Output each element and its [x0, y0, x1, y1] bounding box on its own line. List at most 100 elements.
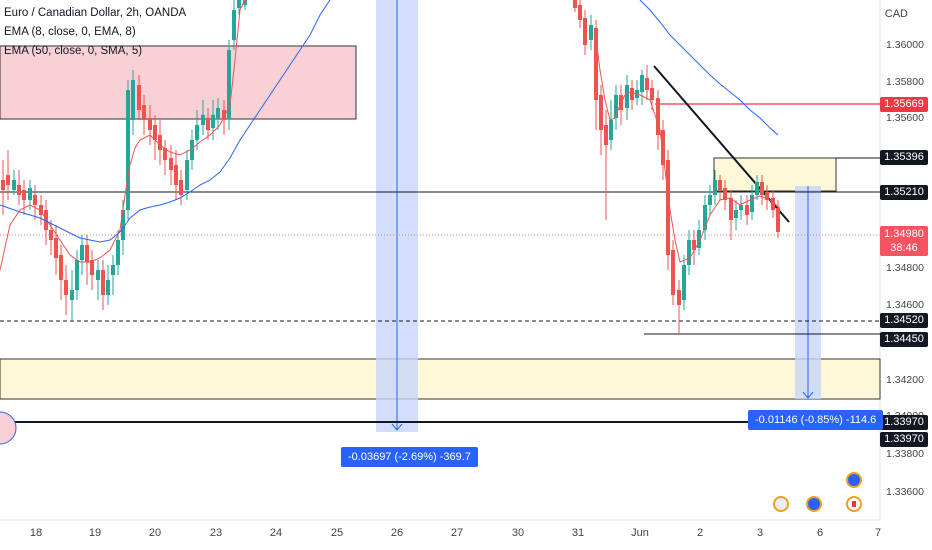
candle-body	[645, 78, 649, 90]
highlight-circle	[0, 411, 17, 445]
symbol-title[interactable]: Euro / Canadian Dollar, 2h, OANDA	[4, 7, 187, 19]
candle-body	[614, 95, 618, 118]
time-tick: 23	[209, 527, 223, 539]
resistance-box	[713, 157, 837, 192]
candle-body	[734, 210, 738, 218]
candle-body	[661, 130, 665, 165]
candle-body	[755, 182, 759, 195]
candle-body	[692, 240, 696, 250]
candle-body	[153, 125, 157, 140]
candle-body	[739, 205, 743, 210]
candle-body	[583, 18, 587, 45]
maple-leaf-mark	[852, 501, 856, 507]
candle-body	[776, 208, 780, 232]
candle-body	[106, 280, 110, 295]
candle-body	[179, 180, 183, 195]
candle-body	[6, 175, 10, 185]
candle-body	[671, 250, 675, 295]
ema-fast-line	[0, 0, 246, 271]
candle-body	[750, 195, 754, 212]
measure-right-label[interactable]: -0.01146 (-0.85%) -114.6	[748, 410, 884, 430]
time-tick: Jun	[631, 527, 649, 539]
candle-body	[211, 115, 215, 128]
candle-body	[101, 270, 105, 295]
candle-body	[44, 210, 48, 230]
candlesticks	[1, 0, 780, 335]
time-tick: 7	[874, 527, 882, 539]
time-tick: 3	[756, 527, 764, 539]
price-tick: 1.34600	[886, 299, 924, 311]
current-price-badge: 1.34980 38:46	[880, 226, 928, 256]
price-tick: 1.34800	[886, 262, 924, 274]
candle-body	[589, 25, 593, 40]
candle-body	[121, 210, 125, 240]
time-tick: 20	[148, 527, 162, 539]
candle-body	[206, 118, 210, 130]
price-tick: 1.34200	[886, 374, 924, 386]
ca-flag-icon[interactable]	[846, 496, 862, 512]
candle-body	[75, 260, 79, 290]
candle-body	[131, 80, 135, 120]
candle-body	[650, 88, 654, 100]
candle-body	[17, 185, 21, 195]
candle-body	[126, 90, 130, 210]
time-tick: 31	[571, 527, 585, 539]
price-badge-level: 1.33970	[880, 432, 928, 447]
candle-body	[12, 180, 16, 190]
candle-body	[227, 50, 231, 118]
price-tick: 1.35600	[886, 112, 924, 124]
candle-body	[169, 158, 173, 170]
time-tick: 18	[29, 527, 43, 539]
candle-body	[760, 182, 764, 195]
candle-body	[49, 230, 53, 240]
candle-body	[85, 245, 89, 262]
candle-body	[64, 280, 68, 295]
candle-body	[70, 290, 74, 300]
candle-body	[682, 265, 686, 300]
candle-body	[687, 240, 691, 265]
candle-body	[609, 120, 613, 140]
candle-body	[599, 95, 603, 130]
candle-body	[697, 230, 701, 248]
candle-body	[718, 180, 722, 190]
candle-body	[116, 240, 120, 265]
candle-body	[163, 148, 167, 160]
eu-flag-icon[interactable]	[806, 496, 822, 512]
candle-body	[703, 205, 707, 230]
candle-body	[1, 180, 5, 190]
time-tick: 25	[330, 527, 344, 539]
time-tick: 26	[390, 527, 404, 539]
candle-body	[80, 245, 84, 260]
candle-body	[142, 105, 146, 120]
candle-body	[96, 270, 100, 280]
time-tick: 27	[450, 527, 464, 539]
candle-body	[656, 98, 660, 135]
candle-body	[573, 0, 577, 8]
price-badge-level: 1.34520	[880, 313, 928, 328]
candle-body	[158, 135, 162, 150]
measure-left-label[interactable]: -0.03697 (-2.69%) -369.7	[341, 447, 478, 467]
supply-zone	[0, 45, 357, 120]
candle-body	[22, 190, 26, 200]
price-tick: 1.33600	[886, 486, 924, 498]
eu-flag-icon[interactable]	[773, 496, 789, 512]
time-tick: 24	[269, 527, 283, 539]
currency-label[interactable]: CAD	[884, 8, 908, 20]
candle-body	[765, 192, 769, 200]
candle-body	[630, 88, 634, 100]
candle-body	[90, 260, 94, 275]
ema-slow-legend[interactable]: EMA (50, close, 0, SMA, 5)	[4, 45, 143, 57]
candle-body	[625, 85, 629, 108]
price-badge-level: 1.34450	[880, 332, 928, 347]
candle-body	[59, 255, 63, 280]
eu-flag-icon[interactable]	[846, 472, 862, 488]
candle-body	[729, 198, 733, 220]
candle-body	[137, 85, 141, 110]
price-badge-level: 1.35396	[880, 150, 928, 165]
candle-body	[594, 28, 598, 100]
ema-fast-legend[interactable]: EMA (8, close, 0, EMA, 8)	[4, 26, 136, 38]
demand-zone	[0, 358, 881, 400]
candle-body	[195, 125, 199, 140]
candle-body	[201, 115, 205, 125]
